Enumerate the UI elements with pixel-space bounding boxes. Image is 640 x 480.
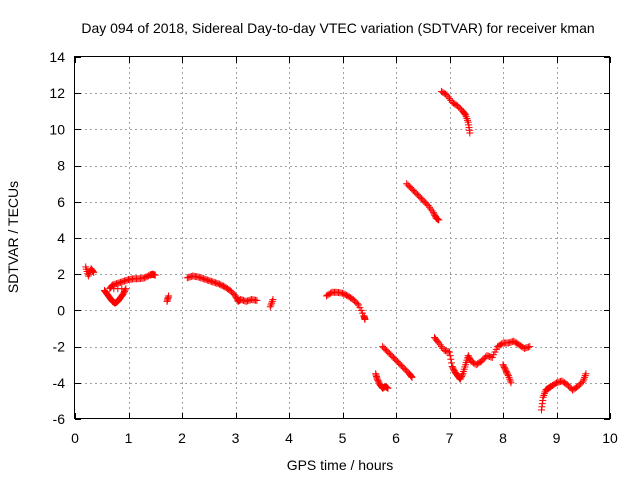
x-tick-label: 2 xyxy=(178,430,186,446)
data-point xyxy=(269,296,277,304)
data-point xyxy=(460,109,468,117)
x-tick-label: 7 xyxy=(446,430,454,446)
data-point xyxy=(407,372,415,380)
data-point xyxy=(446,348,453,356)
data-point xyxy=(539,393,547,401)
y-tick-label: 10 xyxy=(49,121,65,137)
y-tick-label: 6 xyxy=(57,194,65,210)
y-tick-label: -2 xyxy=(53,339,66,355)
y-tick-label: -4 xyxy=(53,375,66,391)
y-tick-label: 14 xyxy=(49,49,65,65)
x-tick-label: 4 xyxy=(285,430,293,446)
data-point xyxy=(437,343,445,351)
y-tick-label: 4 xyxy=(57,230,65,246)
data-point xyxy=(447,355,455,363)
y-tick-label: 8 xyxy=(57,158,65,174)
data-point xyxy=(506,377,514,385)
data-point xyxy=(353,300,361,308)
data-point xyxy=(407,372,415,380)
data-point xyxy=(89,267,97,275)
x-tick-label: 0 xyxy=(71,430,79,446)
data-point xyxy=(463,115,471,123)
data-point xyxy=(435,339,443,347)
x-axis-label: GPS time / hours xyxy=(287,457,394,473)
x-tick-label: 1 xyxy=(125,430,133,446)
data-point xyxy=(458,371,466,379)
data-point xyxy=(507,379,515,387)
data-point xyxy=(267,301,275,309)
data-point xyxy=(268,297,276,305)
data-point xyxy=(448,359,456,367)
data-point xyxy=(464,116,472,124)
data-point xyxy=(504,372,512,380)
data-point xyxy=(505,373,513,381)
y-tick-label: -6 xyxy=(53,411,66,427)
x-tick-label: 6 xyxy=(392,430,400,446)
data-point xyxy=(435,216,443,224)
y-axis-label: SDTVAR / TECUs xyxy=(5,181,21,293)
data-point xyxy=(506,375,514,383)
data-point xyxy=(540,391,548,399)
data-point xyxy=(462,113,470,121)
x-tick-label: 3 xyxy=(232,430,240,446)
data-point xyxy=(121,286,129,294)
data-point xyxy=(466,129,474,137)
data-point xyxy=(579,377,587,385)
plot-frame xyxy=(74,56,610,419)
data-point xyxy=(361,315,369,323)
y-tick-label: 12 xyxy=(49,85,65,101)
data-point xyxy=(84,272,92,280)
data-point xyxy=(582,370,590,378)
data-point xyxy=(581,373,589,381)
data-point xyxy=(253,296,261,304)
data-point xyxy=(151,271,159,279)
data-point xyxy=(436,341,444,349)
data-point xyxy=(443,91,451,99)
data-point xyxy=(427,205,435,213)
data-points xyxy=(82,87,590,414)
data-point xyxy=(581,372,589,380)
grid-layer xyxy=(75,57,610,419)
x-tick-label: 9 xyxy=(553,430,561,446)
data-point xyxy=(580,375,588,383)
data-point xyxy=(424,201,432,209)
data-point xyxy=(85,270,93,278)
chart-title: Day 094 of 2018, Sidereal Day-to-day VTE… xyxy=(81,20,594,36)
data-point xyxy=(425,203,433,211)
data-point xyxy=(266,303,274,311)
data-point xyxy=(165,292,173,300)
data-point xyxy=(526,343,534,351)
data-point xyxy=(384,384,392,392)
x-tick-label: 8 xyxy=(499,430,507,446)
x-tick-label: 5 xyxy=(339,430,347,446)
data-point xyxy=(446,352,454,360)
data-point xyxy=(444,93,452,101)
y-tick-label: 2 xyxy=(57,266,65,282)
data-point xyxy=(408,373,416,381)
data-point xyxy=(90,268,98,276)
x-tick-label: 10 xyxy=(602,430,618,446)
data-point xyxy=(504,370,512,378)
data-point xyxy=(540,390,548,398)
data-point xyxy=(88,267,96,275)
data-point xyxy=(268,299,276,307)
y-tick-label: 0 xyxy=(57,302,65,318)
data-point xyxy=(462,111,470,119)
data-point xyxy=(446,95,453,103)
